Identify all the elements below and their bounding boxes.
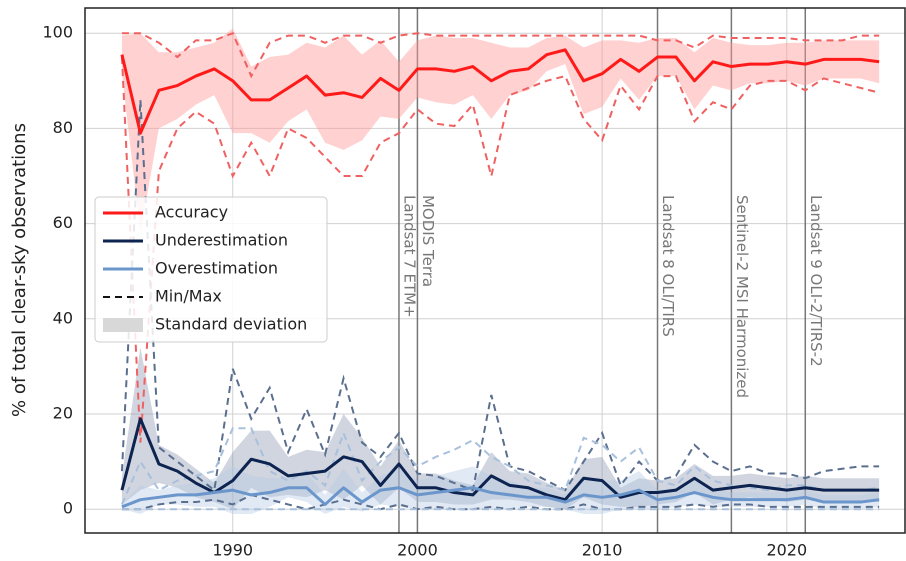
y-tick-label: 0 [63, 499, 73, 518]
y-tick-label: 40 [53, 308, 73, 327]
mean-line [120, 417, 880, 502]
mean-line [121, 486, 880, 509]
y-axis-label: % of total clear-sky observations [9, 123, 30, 417]
std-band [121, 347, 880, 510]
legend-label: Min/Max [155, 287, 222, 306]
legend-label: Accuracy [155, 203, 228, 222]
event-label: Landsat 7 ETM+ [400, 195, 418, 318]
std-band [121, 466, 880, 514]
legend-label: Underestimation [155, 231, 288, 250]
x-tick-label: 1990 [212, 541, 253, 560]
mean-line [120, 48, 880, 135]
y-tick-label: 60 [53, 213, 73, 232]
plot-frame [84, 7, 906, 534]
max-line [120, 99, 880, 492]
legend-label: Standard deviation [155, 315, 307, 334]
max-line [121, 427, 880, 505]
y-tick-label: 100 [42, 23, 73, 42]
x-tick-label: 2000 [397, 541, 438, 560]
event-label: Sentinel-2 MSI Harmonized [733, 195, 751, 398]
y-tick-label: 80 [53, 118, 73, 137]
event-label: Landsat 9 OLI-2/TIRS-2 [807, 195, 825, 367]
event-label: Landsat 8 OLI/TIRS [659, 195, 677, 337]
event-label: MODIS Terra [419, 195, 437, 287]
y-tick-label: 20 [53, 404, 73, 423]
min-line [120, 56, 880, 443]
legend-label: Overestimation [155, 259, 278, 278]
legend-box [94, 196, 328, 343]
min-line [121, 493, 880, 511]
legend-swatch [103, 318, 143, 332]
x-tick-label: 2020 [766, 541, 807, 560]
x-tick-label: 2010 [582, 541, 623, 560]
max-line [121, 31, 880, 79]
